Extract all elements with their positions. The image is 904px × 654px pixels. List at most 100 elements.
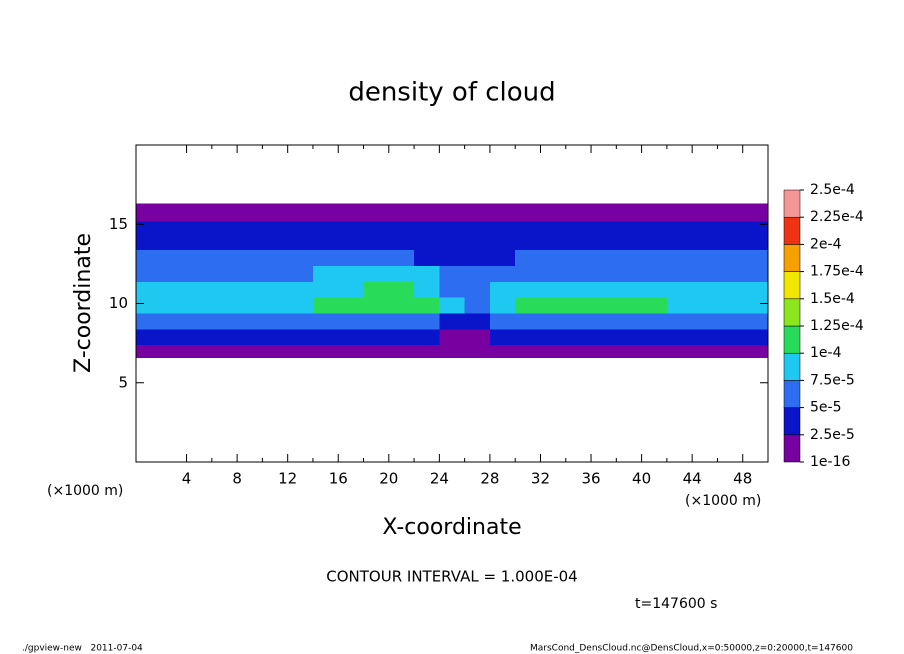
cell [565,221,592,235]
cell [515,344,541,358]
cell [211,313,238,330]
cell [363,249,390,266]
cell [287,221,314,235]
cell [717,265,744,282]
colorbar-label: 2.5e-5 [810,427,855,443]
cell [489,265,516,282]
cell [742,221,769,235]
cell [591,221,617,235]
cell [186,344,213,358]
cell [666,221,693,235]
cell [136,203,162,213]
cell [515,328,541,346]
cell [262,328,289,346]
colorbar-label: 5e-5 [810,400,841,416]
cell [312,211,339,222]
cell [666,344,693,358]
cell [641,328,668,346]
cell [161,344,188,358]
cell [540,249,567,266]
cell [237,249,263,266]
cell [439,328,466,346]
cell [565,297,592,314]
cell [540,297,567,314]
cell [565,203,592,213]
cell [666,203,693,213]
cell [641,313,668,330]
cell [742,313,769,330]
cell [363,203,390,213]
cell [515,313,541,330]
cell [237,221,263,235]
cell [489,249,516,266]
cell [186,297,213,314]
cell [616,297,643,314]
colorbar-label: 1.25e-4 [810,318,864,334]
cell [666,328,693,346]
cell [161,328,188,346]
cell [338,265,365,282]
cell [717,211,744,222]
x-tick-label: 48 [733,470,752,488]
cell [464,233,491,251]
cell [363,265,390,282]
cell [186,313,213,330]
cell [616,203,643,213]
colorbar-box [783,407,801,436]
cell [439,221,466,235]
cell [616,221,643,235]
cell [464,249,491,266]
cell [161,281,188,298]
x-unit-label: (×1000 m) [47,483,123,499]
cell [641,203,668,213]
cell [565,281,592,298]
x-axis-label: X-coordinate [382,515,521,540]
cell [464,328,491,346]
cell [363,211,390,222]
cell [489,221,516,235]
cell [742,249,769,266]
cell [161,313,188,330]
colorbar-box [783,298,801,327]
cell [540,233,567,251]
colorbar-box [783,380,801,408]
cell [692,203,718,213]
cell [414,328,440,346]
cell [338,249,365,266]
cell [388,344,415,358]
cell [742,328,769,346]
cell [591,249,617,266]
cell [338,313,365,330]
cell [616,211,643,222]
cell [540,281,567,298]
cell [237,281,263,298]
cell [641,211,668,222]
cell [312,265,339,282]
cell [338,233,365,251]
cell [616,344,643,358]
cell [161,221,188,235]
cell [237,203,263,213]
colorbar-box [783,189,801,218]
cell [641,233,668,251]
cell [312,344,339,358]
cell [540,221,567,235]
cell [692,265,718,282]
cell [692,297,718,314]
cell [692,328,718,346]
cell [565,249,592,266]
cell [211,265,238,282]
cell [489,313,516,330]
cell [591,328,617,346]
cell [338,328,365,346]
x-tick-label: 36 [581,470,600,488]
cell [136,328,162,346]
chart-title: density of cloud [348,78,555,108]
colorbar-label: 1e-16 [810,454,850,470]
cell [211,249,238,266]
cell [186,211,213,222]
y-tick-label: 5 [118,373,128,391]
cell [136,265,162,282]
cell [136,344,162,358]
cell [439,203,466,213]
